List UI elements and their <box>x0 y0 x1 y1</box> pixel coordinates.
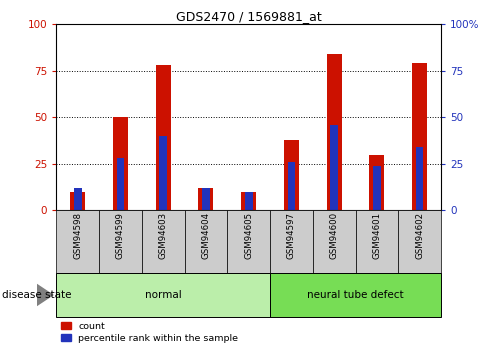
Polygon shape <box>37 284 54 306</box>
Bar <box>241 192 256 210</box>
Text: disease state: disease state <box>2 290 72 300</box>
Text: GSM94605: GSM94605 <box>244 212 253 259</box>
Text: GSM94597: GSM94597 <box>287 212 296 259</box>
Bar <box>74 188 81 210</box>
Bar <box>416 147 423 210</box>
Bar <box>313 210 356 273</box>
Bar <box>270 273 441 317</box>
Bar <box>369 155 384 210</box>
Bar <box>412 63 427 210</box>
Bar <box>56 273 270 317</box>
Text: normal: normal <box>145 290 182 300</box>
Bar <box>159 136 167 210</box>
Bar <box>117 158 124 210</box>
Bar <box>270 210 313 273</box>
Bar <box>330 125 338 210</box>
Text: GSM94598: GSM94598 <box>73 212 82 259</box>
Bar <box>185 210 227 273</box>
Bar <box>356 210 398 273</box>
Bar <box>327 54 342 210</box>
Text: GSM94601: GSM94601 <box>372 212 381 259</box>
Bar <box>156 65 171 210</box>
Text: GSM94600: GSM94600 <box>330 212 339 259</box>
Bar <box>56 210 99 273</box>
Bar <box>142 210 185 273</box>
Bar <box>245 192 252 210</box>
Legend: count, percentile rank within the sample: count, percentile rank within the sample <box>61 322 238 343</box>
Text: neural tube defect: neural tube defect <box>307 290 404 300</box>
Bar <box>373 166 381 210</box>
Text: GSM94603: GSM94603 <box>159 212 168 259</box>
Text: GSM94604: GSM94604 <box>201 212 210 259</box>
Bar <box>202 188 210 210</box>
Bar <box>398 210 441 273</box>
Bar <box>70 192 85 210</box>
Bar <box>288 162 295 210</box>
Title: GDS2470 / 1569881_at: GDS2470 / 1569881_at <box>176 10 321 23</box>
Bar <box>284 140 299 210</box>
Bar <box>113 117 128 210</box>
Bar <box>198 188 214 210</box>
Bar <box>227 210 270 273</box>
Text: GSM94599: GSM94599 <box>116 212 125 259</box>
Text: GSM94602: GSM94602 <box>415 212 424 259</box>
Bar <box>99 210 142 273</box>
